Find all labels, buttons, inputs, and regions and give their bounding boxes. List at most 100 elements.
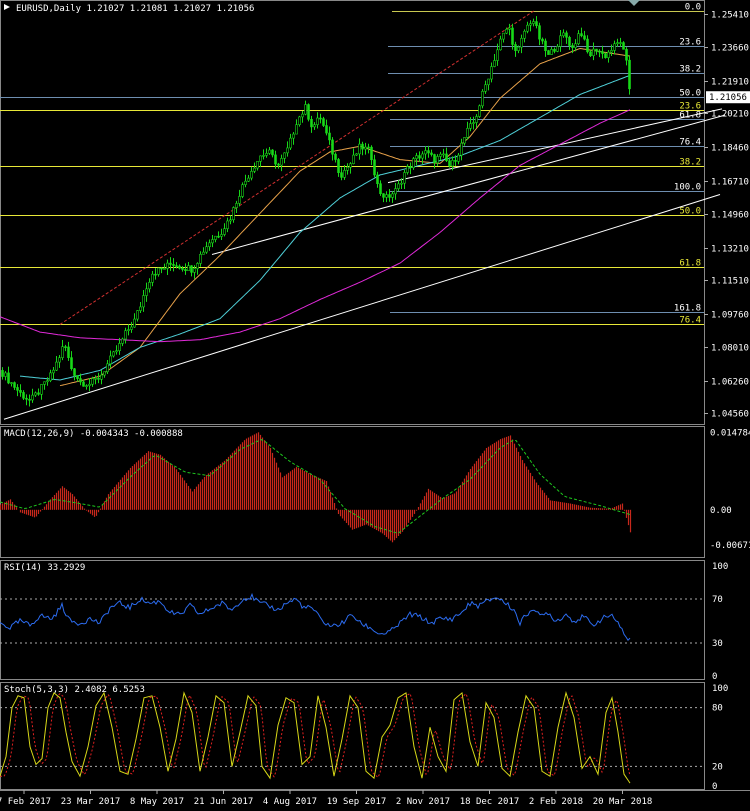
candle-body (298, 116, 301, 125)
candle-body (334, 153, 337, 160)
candle-body (232, 207, 235, 221)
candle-body (313, 124, 316, 128)
moving-averages (0, 47, 631, 387)
candle-body (166, 262, 169, 269)
candle-body (154, 273, 157, 276)
candle-body (439, 153, 442, 157)
candle-body (31, 394, 34, 401)
candle-body (466, 128, 469, 138)
candle-body (415, 155, 418, 159)
candle-body (487, 78, 490, 86)
candle-body (454, 160, 457, 162)
candle-body (310, 119, 313, 128)
candle-body (226, 220, 229, 229)
candle-body (61, 346, 64, 358)
price-tick-label: 1.13210 (711, 245, 749, 255)
candle-body (322, 118, 325, 126)
candle-body (304, 104, 307, 115)
fib-level-label: 76.4 (679, 316, 701, 326)
fib-level-label: 38.2 (679, 158, 701, 168)
candle-body (460, 142, 463, 156)
rsi-tick-label: 0 (712, 672, 717, 682)
candle-body (82, 381, 85, 387)
candle-body (241, 184, 244, 197)
candle-body (253, 167, 256, 172)
candle-body (553, 49, 556, 52)
candle-body (214, 235, 217, 240)
candle-body (10, 382, 13, 384)
candle-body (190, 265, 193, 273)
candle-body (328, 132, 331, 141)
candle-body (448, 160, 451, 167)
candle-body (175, 265, 178, 267)
date-tick-label: 23 Mar 2017 (61, 797, 121, 807)
candle-body (589, 51, 592, 57)
candle-body (283, 152, 286, 159)
candle-body (391, 193, 394, 198)
price-tick-label: 1.25410 (711, 11, 749, 21)
price-tick-label: 1.08010 (711, 344, 749, 354)
candle-body (319, 117, 322, 120)
candle-body (43, 381, 46, 385)
current-price-label: 1.21056 (709, 93, 747, 103)
candle-body (211, 239, 214, 244)
candle-body (169, 262, 172, 265)
candle-body (262, 155, 265, 157)
macd-pane: 0.014784 0.00 -0.00671 (0, 428, 750, 551)
candle-body (340, 172, 343, 178)
candle-body (628, 59, 631, 90)
candle-body (145, 288, 148, 296)
pane-frames (0, 0, 750, 791)
candle-body (109, 355, 112, 365)
candle-body (613, 43, 616, 51)
date-tick-label: 4 Aug 2017 (263, 797, 317, 807)
candle-body (427, 150, 430, 154)
date-tick-label: 21 Jun 2017 (194, 797, 254, 807)
candle-body (91, 378, 94, 385)
candle-body (499, 38, 502, 51)
moving-average-line (0, 109, 631, 343)
candle-body (379, 183, 382, 194)
candle-body (70, 357, 73, 370)
fib-level-label: 76.4 (679, 138, 701, 148)
candle-body (610, 50, 613, 53)
candle-body (469, 123, 472, 129)
price-tick-label: 1.16710 (711, 178, 749, 188)
macd-tick-label: 0.00 (710, 506, 732, 516)
candle-body (616, 42, 619, 45)
candle-body (52, 369, 55, 374)
candle-body (268, 149, 271, 154)
stoch-label: Stoch(5,3,3) 2.4082 6.5253 (4, 685, 145, 695)
candle-body (238, 196, 241, 204)
candle-body (436, 156, 439, 164)
candle-body (292, 133, 295, 139)
candle-body (430, 152, 433, 155)
candle-body (100, 374, 103, 380)
stoch-tick-label: 0 (712, 782, 717, 792)
candle-body (76, 375, 79, 379)
rsi-tick-label: 70 (712, 595, 723, 605)
candle-body (568, 37, 571, 46)
candle-body (187, 265, 190, 271)
candle-body (22, 392, 25, 399)
candle-body (1, 370, 4, 377)
candle-body (16, 387, 19, 391)
price-tick-label: 1.09760 (711, 311, 749, 321)
candle-body (355, 153, 358, 156)
candle-body (565, 32, 568, 38)
candle-body (193, 268, 196, 273)
candle-body (550, 49, 553, 55)
candle-body (514, 44, 517, 51)
pane-frame-3 (0, 682, 705, 790)
candle-body (184, 269, 187, 271)
candle-body (265, 153, 268, 156)
candle-body (130, 326, 133, 330)
candle-body (367, 146, 370, 149)
candle-body (67, 346, 70, 358)
candle-body (388, 194, 391, 198)
candle-body (409, 166, 412, 169)
candle-body (376, 174, 379, 185)
candle-body (523, 30, 526, 39)
candle-body (37, 392, 40, 395)
